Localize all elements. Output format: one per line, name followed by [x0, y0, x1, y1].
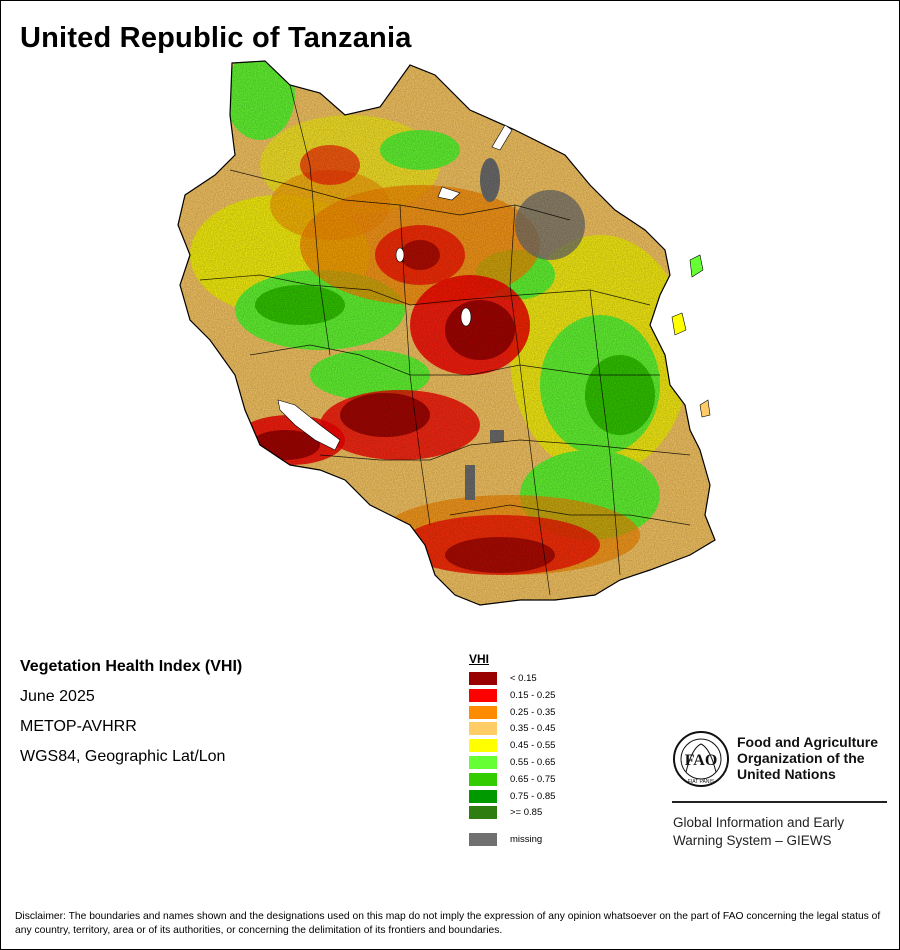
legend-row: 0.15 - 0.25 [469, 687, 609, 704]
tanzania-map-graphic [177, 60, 716, 606]
map-title: United Republic of Tanzania [20, 22, 412, 54]
giews-line: Warning System – GIEWS [673, 833, 832, 848]
legend-label: 0.15 - 0.25 [510, 689, 556, 701]
legend-swatch [469, 755, 497, 769]
legend-label: 0.75 - 0.85 [510, 790, 556, 802]
vhi-legend: VHI < 0.15 0.15 - 0.25 0.25 - 0.35 0.35 - 0… [469, 652, 609, 848]
index-name: Vegetation Health Index (VHI) [20, 658, 243, 675]
org-line: Organization of the [737, 750, 865, 766]
legend-row: < 0.15 [469, 670, 609, 687]
legend-swatch [469, 688, 497, 702]
legend-title: VHI [469, 652, 490, 666]
legend-label: 0.35 - 0.45 [510, 723, 556, 735]
legend-swatch [469, 672, 497, 685]
map-info: Vegetation Health Index (VHI) June 2025 … [20, 658, 242, 778]
divider [672, 801, 887, 803]
fao-emblem-text: FAO [685, 752, 718, 769]
legend-label: 0.25 - 0.35 [510, 706, 556, 718]
legend-label: 0.55 - 0.65 [510, 756, 556, 768]
legend-label: < 0.15 [510, 673, 537, 684]
giews-line: Global Information and Early [673, 815, 845, 830]
period: June 2025 [20, 688, 95, 705]
legend-row: 0.35 - 0.45 [469, 720, 609, 737]
legend-row: 0.75 - 0.85 [469, 788, 609, 805]
legend-row: 0.25 - 0.35 [469, 704, 609, 721]
legend-swatch [469, 739, 497, 753]
sensor: METOP-AVHRR [20, 718, 137, 735]
fao-motto: FIAT PANIS [688, 779, 715, 785]
legend-row: >= 0.85 [469, 804, 609, 821]
disclaimer: Disclaimer: The boundaries and names sho… [15, 911, 881, 936]
legend-swatch [469, 806, 497, 820]
fao-organization-name: Food and Agriculture Organization of the… [737, 734, 897, 782]
legend-swatch [469, 705, 497, 719]
projection: WGS84, Geographic Lat/Lon [20, 748, 226, 765]
legend-label: 0.65 - 0.75 [510, 773, 556, 785]
vhi-map [170, 55, 730, 615]
legend-label: >= 0.85 [510, 807, 543, 819]
org-line: United Nations [737, 766, 836, 782]
legend-label: missing [510, 834, 543, 846]
legend-row: 0.45 - 0.55 [469, 737, 609, 754]
legend-row: 0.65 - 0.75 [469, 771, 609, 788]
legend-swatch [469, 833, 497, 847]
org-line: Food and Agriculture [737, 734, 879, 750]
legend-row: 0.55 - 0.65 [469, 754, 609, 771]
legend-swatch [469, 722, 497, 736]
legend-swatch [469, 789, 497, 803]
fao-emblem-icon: FAO FIAT PANIS [673, 731, 729, 787]
legend-missing: missing [469, 831, 609, 848]
legend-label: 0.45 - 0.55 [510, 740, 556, 752]
giews-name: Global Information and Early Warning Sys… [673, 814, 888, 850]
legend-swatch [469, 772, 497, 786]
